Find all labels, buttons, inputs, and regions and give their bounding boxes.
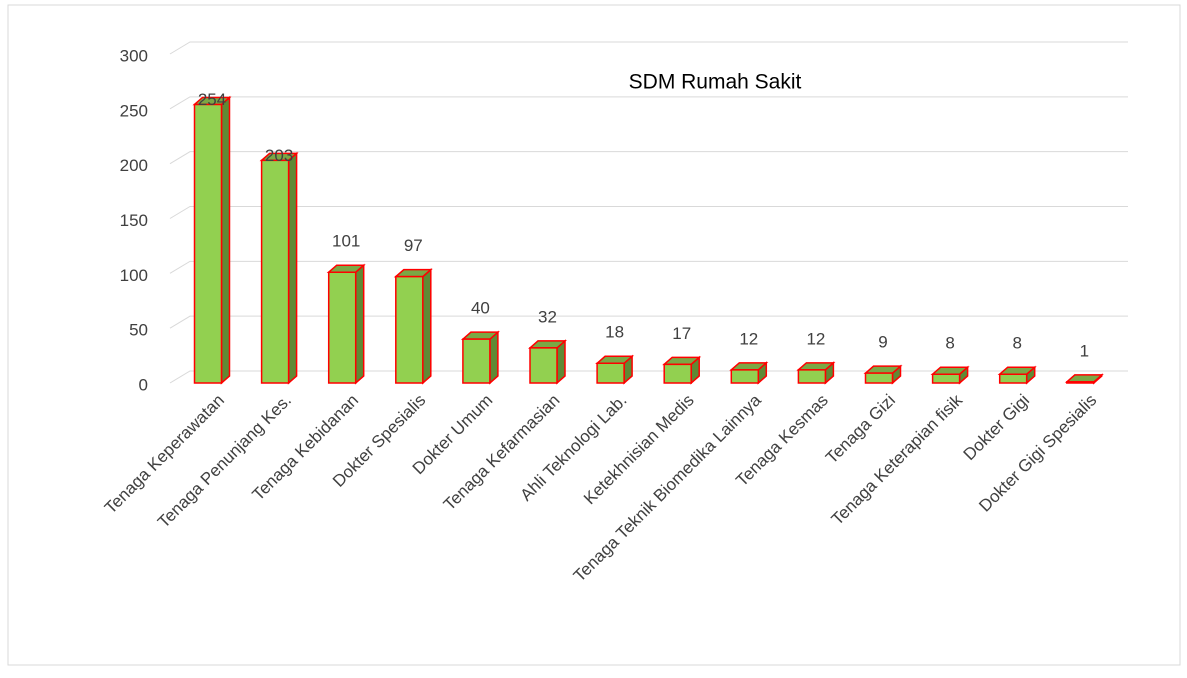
bar-face xyxy=(327,271,357,384)
y-tick-label: 100 xyxy=(120,266,148,285)
bar xyxy=(192,95,232,385)
y-tick-label: 250 xyxy=(120,101,148,120)
value-label: 40 xyxy=(471,299,490,318)
grid-line xyxy=(169,206,1128,219)
bar-face xyxy=(1066,381,1095,384)
bar-face xyxy=(797,369,827,384)
grid-line xyxy=(169,41,1128,55)
value-label: 8 xyxy=(1012,334,1021,353)
value-label: 1 xyxy=(1080,341,1089,360)
bar-face xyxy=(462,338,491,384)
y-tick-label: 50 xyxy=(129,321,148,340)
bar-face xyxy=(395,275,424,384)
value-label: 12 xyxy=(739,329,758,348)
bar-face xyxy=(663,363,692,384)
bar xyxy=(259,151,299,385)
bar xyxy=(595,354,635,385)
bar-face xyxy=(931,373,961,384)
value-label: 97 xyxy=(404,236,423,255)
y-tick-label: 300 xyxy=(120,46,148,65)
value-label: 203 xyxy=(265,146,293,165)
bar xyxy=(729,361,769,385)
bar-face xyxy=(220,95,231,385)
bar xyxy=(796,361,836,385)
bar xyxy=(326,263,366,385)
bar-face xyxy=(193,103,223,384)
value-label: 254 xyxy=(198,90,226,109)
y-tick-label: 200 xyxy=(120,156,148,175)
y-tick-label: 150 xyxy=(120,211,148,230)
grid-line xyxy=(169,315,1128,329)
bar xyxy=(662,355,702,385)
bar xyxy=(930,365,970,385)
bar-face xyxy=(998,373,1028,384)
bar-face xyxy=(596,362,625,384)
bar-face xyxy=(864,372,894,384)
bar-face xyxy=(730,369,760,384)
bar-face xyxy=(529,347,558,384)
y-tick-label: 0 xyxy=(139,375,148,394)
bar-face xyxy=(422,267,432,385)
bar xyxy=(528,339,567,385)
value-label: 101 xyxy=(332,232,360,251)
value-label: 18 xyxy=(605,323,624,342)
bar-face xyxy=(260,159,290,384)
bar-face xyxy=(489,330,499,385)
value-label: 17 xyxy=(672,324,691,343)
value-label: 9 xyxy=(878,333,887,352)
bar-face xyxy=(354,263,365,385)
value-label: 32 xyxy=(538,307,557,326)
bar xyxy=(393,267,433,385)
bar xyxy=(460,330,500,385)
bar xyxy=(1064,373,1104,385)
chart-title: SDM Rumah Sakit xyxy=(629,71,802,94)
grid-line xyxy=(169,151,1128,165)
bar xyxy=(863,364,903,385)
grid-line xyxy=(169,96,1128,110)
value-label: 12 xyxy=(806,329,825,348)
grid-line xyxy=(169,260,1128,274)
value-label: 8 xyxy=(945,334,954,353)
bar xyxy=(997,365,1037,385)
bar-face xyxy=(287,151,298,385)
